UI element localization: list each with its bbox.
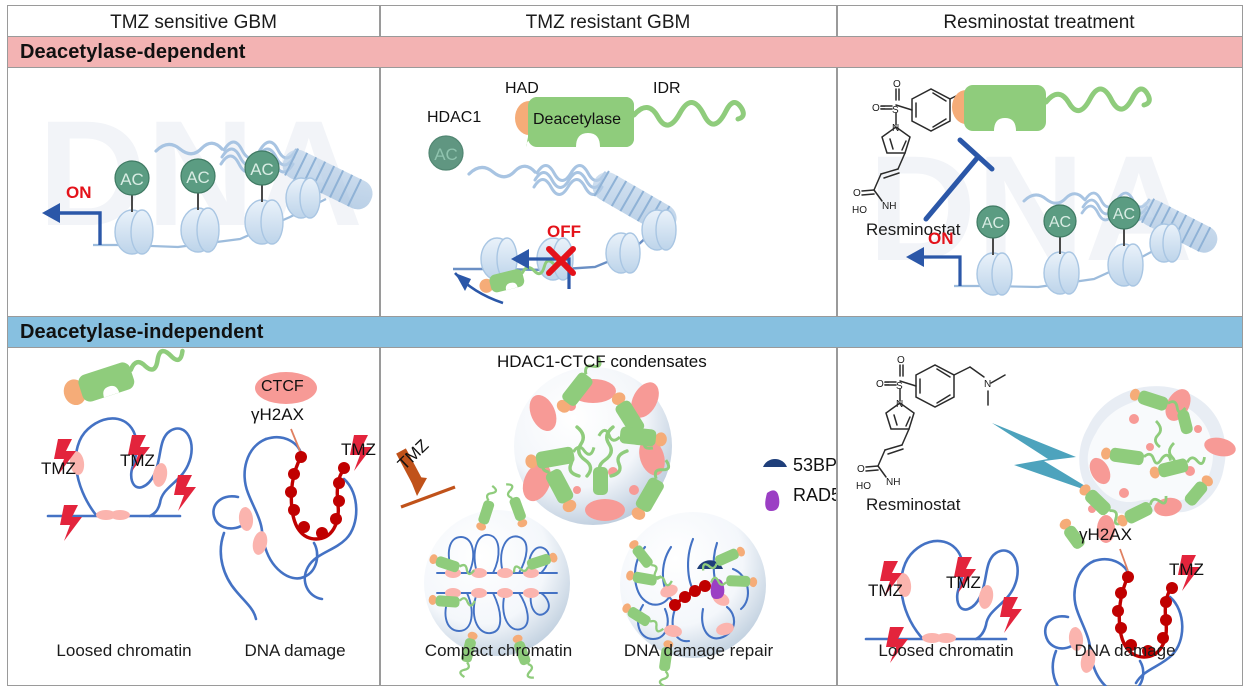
gh2ax-foci xyxy=(669,580,711,611)
label-gh2ax: γH2AX xyxy=(251,405,304,424)
svg-text:N: N xyxy=(984,379,991,390)
column-title-tmz-resistant: TMZ resistant GBM xyxy=(380,10,836,36)
loosed-chromatin-graphic xyxy=(46,348,372,621)
label-deacetylase-domain: Deacetylase xyxy=(533,111,622,128)
panel-resistant-dependent: AC HDAC1 HAD Deacetylase IDR OFF xyxy=(381,67,836,316)
row-band-label: Deacetylase-dependent xyxy=(20,40,246,63)
tmz-bolt-icon xyxy=(350,435,372,471)
column-title-text: TMZ resistant GBM xyxy=(525,12,691,33)
svg-text:O=: O= xyxy=(872,103,886,114)
svg-text:AC: AC xyxy=(186,168,210,187)
svg-text:N: N xyxy=(896,399,903,410)
svg-text:O: O xyxy=(897,355,905,366)
svg-text:AC: AC xyxy=(982,215,1004,232)
label-idr-domain: IDR xyxy=(653,80,681,97)
panel-resminostat-dependent: DNA xyxy=(838,67,1242,316)
svg-text:AC: AC xyxy=(1113,206,1135,223)
caption-dna-damage: DNA damage xyxy=(244,641,346,660)
label-tmz: TMZ xyxy=(41,459,76,478)
panel-sensitive-independent: CTCF TMZ TMZ TMZ γH2AX Loosed chromatin … xyxy=(8,347,379,686)
label-tmz: TMZ xyxy=(868,581,903,600)
caption-loosed-chromatin: Loosed chromatin xyxy=(878,641,1014,660)
svg-text:HO: HO xyxy=(856,481,871,492)
resminostat-structure-icon: O O= S N N O NH HO xyxy=(852,79,1152,222)
idr-network xyxy=(561,425,629,478)
column-title-resminostat: Resminostat treatment xyxy=(837,10,1241,36)
svg-text:N: N xyxy=(892,123,899,134)
svg-text:AC: AC xyxy=(120,170,144,189)
transcription-state-on: ON xyxy=(928,229,954,248)
inhibition-arrow-icon xyxy=(923,137,995,222)
condensate-graphic xyxy=(396,356,787,686)
label-had-domain: HAD xyxy=(505,80,539,97)
row-divider-mid xyxy=(8,316,1242,318)
svg-text:O: O xyxy=(853,188,861,199)
label-tmz: TMZ xyxy=(120,451,155,470)
caption-dna-damage: DNA damage xyxy=(1074,641,1176,660)
column-title-text: TMZ sensitive GBM xyxy=(110,12,277,33)
svg-text:AC: AC xyxy=(250,160,274,179)
svg-text:S: S xyxy=(892,105,899,116)
transcription-state-off: OFF xyxy=(547,222,581,241)
gh2ax-foci xyxy=(1112,571,1178,657)
panel-resminostat-independent: O O= S N N O NH HO xyxy=(838,347,1242,686)
label-tmz: TMZ xyxy=(946,573,981,592)
caption-loosed-chromatin: Loosed chromatin xyxy=(56,641,192,660)
hdac1-peripheral-group xyxy=(428,483,558,679)
drug-name-resminostat: Resminostat xyxy=(866,220,961,239)
svg-text:O=: O= xyxy=(876,379,890,390)
svg-text:NH: NH xyxy=(882,201,896,212)
gh2ax-foci xyxy=(285,451,350,539)
svg-text:AC: AC xyxy=(1049,214,1071,231)
panel-resistant-independent: HDAC1-CTCF condensates TMZ 53BP1 RAD51 C… xyxy=(381,347,836,686)
resminostat-structure-icon: O O= S N N O NH HO xyxy=(856,355,1236,686)
caption-compact-chromatin: Compact chromatin xyxy=(424,641,573,660)
tmz-bolt-icon xyxy=(880,557,1022,663)
tmz-bolt-icon xyxy=(1178,555,1200,591)
panel-sensitive-dependent: DNA xyxy=(8,67,379,316)
figure-frame: TMZ sensitive GBM TMZ resistant GBM Resm… xyxy=(7,5,1243,686)
transcription-state-on: ON xyxy=(66,183,92,202)
acetyl-mark-group: AC AC AC xyxy=(976,196,1141,239)
legend-label-53bp1: 53BP1 xyxy=(793,455,836,475)
53bp1-legend-icon xyxy=(763,459,787,467)
svg-text:O: O xyxy=(893,79,901,90)
column-title-text: Resminostat treatment xyxy=(943,12,1135,33)
hdac1-peripheral-group xyxy=(622,540,758,686)
title-hdac1-ctcf-condensates: HDAC1-CTCF condensates xyxy=(497,352,707,371)
row-band-deacetylase-independent: Deacetylase-independent xyxy=(8,317,1242,347)
gh2ax-leader-line xyxy=(1119,548,1129,572)
row-band-label: Deacetylase-independent xyxy=(20,320,264,343)
row-divider-top xyxy=(8,36,1242,38)
tmz-bolt-icon xyxy=(54,435,196,541)
chromatin-open-graphic: AC AC AC xyxy=(906,191,1218,296)
svg-text:O: O xyxy=(857,464,865,475)
gh2ax-leader-line xyxy=(290,428,301,452)
rad51-legend-icon xyxy=(765,490,780,511)
svg-text:S: S xyxy=(896,381,903,392)
ctcf-badge xyxy=(255,372,317,404)
label-tmz: TMZ xyxy=(341,440,376,459)
drug-name-resminostat: Resminostat xyxy=(866,495,961,514)
label-gh2ax: γH2AX xyxy=(1079,525,1132,544)
legend-label-rad51: RAD51 xyxy=(793,485,836,505)
hdac1-blob-group xyxy=(1059,388,1213,549)
blocked-x-icon xyxy=(546,246,576,276)
label-hdac1: HDAC1 xyxy=(427,109,482,126)
acetyl-mark-group: AC AC AC xyxy=(114,150,280,196)
label-ctcf: CTCF xyxy=(261,378,304,395)
svg-text:AC: AC xyxy=(434,145,458,164)
svg-text:HO: HO xyxy=(852,205,867,216)
row-band-deacetylase-dependent: Deacetylase-dependent xyxy=(8,37,1242,67)
label-tmz: TMZ xyxy=(1169,560,1204,579)
caption-dna-damage-repair: DNA damage repair xyxy=(623,641,774,660)
column-title-tmz-sensitive: TMZ sensitive GBM xyxy=(8,10,379,36)
tmz-blocked-arrow xyxy=(396,448,456,509)
ctcf-anchor-group xyxy=(660,584,734,638)
chromatin-open-graphic: AC AC AC xyxy=(42,140,373,255)
svg-text:NH: NH xyxy=(886,477,900,488)
hdac1-protein-graphic: AC xyxy=(428,97,746,305)
